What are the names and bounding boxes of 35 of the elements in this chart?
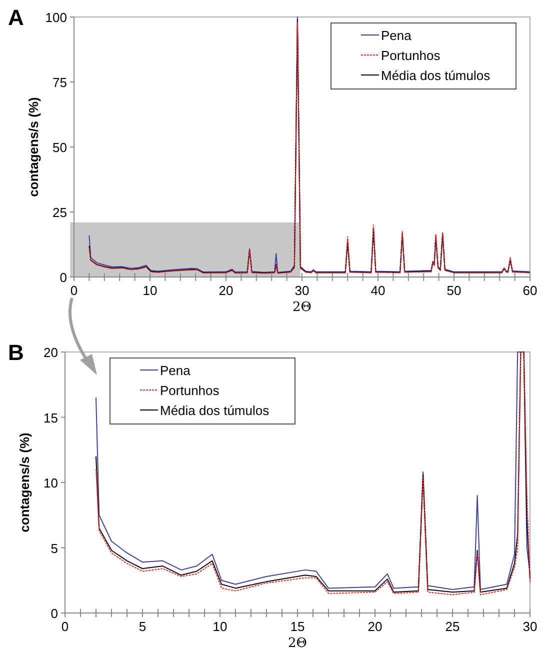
legend-label: Média dos túmulos xyxy=(160,403,270,418)
x-axis-title: 2Θ xyxy=(292,300,312,315)
y-tick-label: 15 xyxy=(44,410,58,426)
y-tick-label: 0 xyxy=(50,606,58,621)
y-tick-label: 25 xyxy=(52,205,67,220)
x-tick-label: 30 xyxy=(294,283,310,298)
legend-label: Pena xyxy=(381,28,412,43)
legend-label: Média dos túmulos xyxy=(381,68,491,83)
y-axis-title: contagens/s (%) xyxy=(17,432,32,532)
legend-label: Portunhos xyxy=(381,48,441,63)
x-tick-label: 0 xyxy=(70,283,78,298)
legend-label: Pena xyxy=(160,363,192,378)
x-tick-label: 20 xyxy=(368,619,382,634)
x-tick-label: 15 xyxy=(290,619,305,634)
chart-title: A xyxy=(8,5,24,30)
x-tick-label: 50 xyxy=(446,283,462,298)
x-axis-title: 2Θ xyxy=(288,636,307,651)
legend-label: Portunhos xyxy=(160,383,220,398)
chart-title: B xyxy=(8,340,24,365)
x-tick-label: 25 xyxy=(445,619,460,634)
y-tick-label: 50 xyxy=(52,140,67,155)
x-tick-label: 30 xyxy=(522,619,538,634)
x-tick-label: 10 xyxy=(212,619,228,634)
y-tick-label: 5 xyxy=(50,540,58,556)
y-axis-title: contagens/s (%) xyxy=(26,97,41,197)
x-tick-label: 5 xyxy=(138,619,146,634)
y-tick-label: 0 xyxy=(60,270,67,285)
x-tick-label: 60 xyxy=(522,283,538,298)
y-tick-label: 20 xyxy=(44,345,58,360)
x-tick-label: 40 xyxy=(370,283,386,298)
x-tick-label: 20 xyxy=(218,283,234,298)
y-tick-label: 10 xyxy=(44,476,58,490)
y-tick-label: 75 xyxy=(52,75,67,90)
x-tick-label: 10 xyxy=(142,283,158,298)
y-tick-label: 100 xyxy=(45,10,67,25)
